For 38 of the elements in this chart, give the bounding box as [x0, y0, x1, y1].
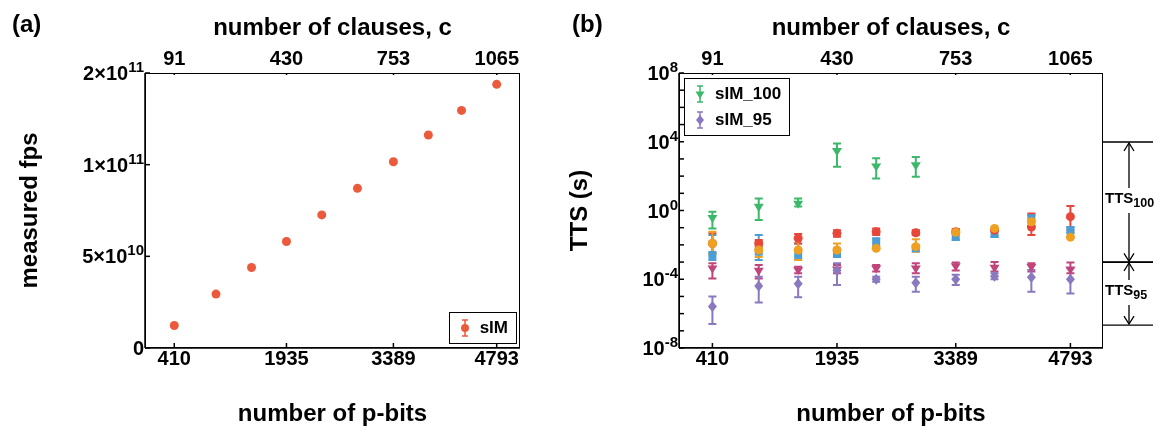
x-tick-label: 1935 [264, 347, 309, 369]
x2-tick-label: 91 [163, 47, 186, 69]
y-tick-label: 5×10$^{10}$ [82, 240, 144, 268]
y-tick-label: 1×10$^{11}$ [83, 149, 144, 176]
x2-axis-title: number of clauses, c [213, 13, 452, 40]
x-tick-label: 3389 [371, 347, 416, 369]
x-axis-title: number of p-bits [237, 399, 428, 426]
x2-axis-title: number of clauses, c [771, 13, 1011, 40]
y-tick-label: 2×10$^{11}$ [83, 57, 144, 84]
x2-tick-label: 1065 [474, 47, 520, 69]
y-tick-label: 10$^{0}$ [647, 195, 678, 222]
y-tick-label: 10$^{-8}$ [642, 332, 678, 359]
x-tick-label: 4793 [1048, 347, 1093, 369]
x-axis-title: number of p-bits [796, 399, 986, 426]
x2-tick-label: 753 [938, 47, 973, 69]
x-tick-label: 1935 [814, 347, 860, 369]
text: TTS$_{95}$ [1105, 279, 1148, 305]
chart-title: (a) [12, 10, 42, 38]
x2-tick-label: 1065 [1048, 47, 1093, 69]
x2-tick-label: 753 [376, 47, 411, 69]
x-tick-label: 4793 [474, 347, 519, 369]
chart-title: (b) [572, 10, 603, 38]
y-tick-label: 10$^{-4}$ [642, 263, 679, 291]
x-tick-label: 410 [695, 347, 730, 369]
y-tick-label: 10$^{8}$ [647, 57, 678, 84]
legend-label: sIM [479, 318, 508, 338]
legend-label: sIM_95 [715, 110, 772, 130]
y-tick-label: 0 [132, 337, 144, 359]
legend-label: sIM_100 [715, 84, 782, 104]
x-tick-label: 410 [157, 347, 191, 369]
y-tick-label: 10$^{4}$ [647, 126, 679, 153]
x-tick-label: 3389 [933, 347, 978, 369]
text: TTS$_{100}$ [1105, 187, 1155, 213]
y-axis-title: TTS (s) [564, 169, 592, 252]
y-axis-title: measured fps [14, 132, 42, 289]
x2-tick-label: 430 [269, 47, 304, 69]
x2-tick-label: 430 [820, 47, 854, 69]
x2-tick-label: 91 [701, 47, 724, 69]
